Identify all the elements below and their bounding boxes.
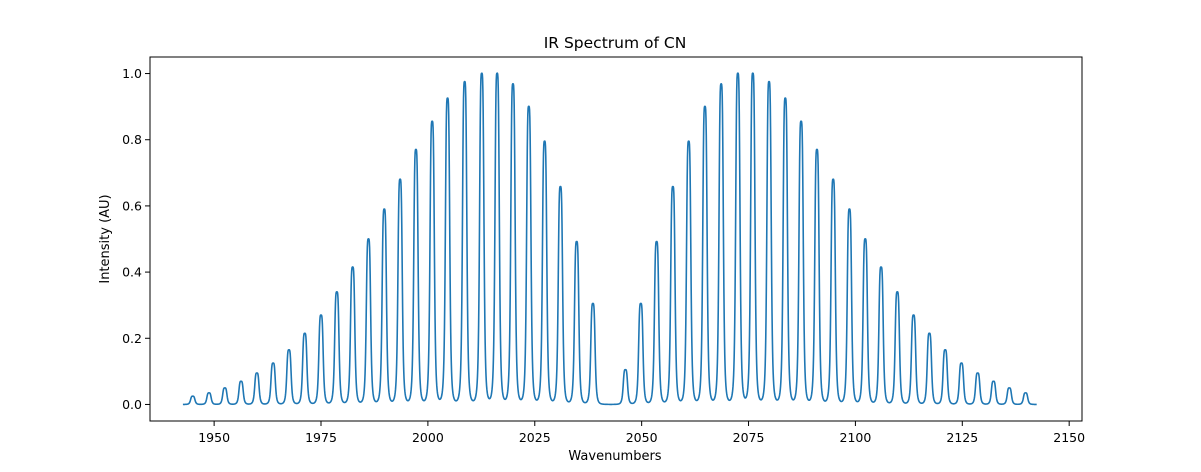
- x-axis-ticks: 1950 1975 2000 2025 2050 2075 2100 2125 2150: [198, 421, 1085, 445]
- y-tick-label: 0.4: [122, 265, 142, 280]
- y-tick-label: 0.0: [122, 397, 142, 412]
- x-tick-label: 1975: [305, 430, 337, 445]
- x-tick-label: 2050: [626, 430, 658, 445]
- y-tick-label: 0.8: [122, 132, 142, 147]
- spectrum-line: [182, 72, 1038, 406]
- x-tick-label: 2025: [519, 430, 551, 445]
- x-axis-label: Wavenumbers: [568, 449, 661, 464]
- x-tick-label: 2150: [1053, 430, 1085, 445]
- y-axis-ticks: 0.0 0.2 0.4 0.6 0.8 1.0: [122, 66, 150, 412]
- chart-title: IR Spectrum of CN: [544, 34, 687, 52]
- x-tick-label: 2125: [946, 430, 978, 445]
- y-tick-label: 1.0: [122, 66, 142, 81]
- x-tick-label: 2000: [412, 430, 444, 445]
- x-tick-label: 2075: [733, 430, 765, 445]
- x-tick-label: 1950: [198, 430, 230, 445]
- y-tick-label: 0.2: [122, 331, 142, 346]
- plot-area: [182, 72, 1038, 406]
- x-tick-label: 2100: [840, 430, 872, 445]
- y-axis-label: Intensity (AU): [98, 194, 113, 283]
- plot-frame: [149, 56, 1083, 422]
- y-tick-label: 0.6: [122, 198, 142, 213]
